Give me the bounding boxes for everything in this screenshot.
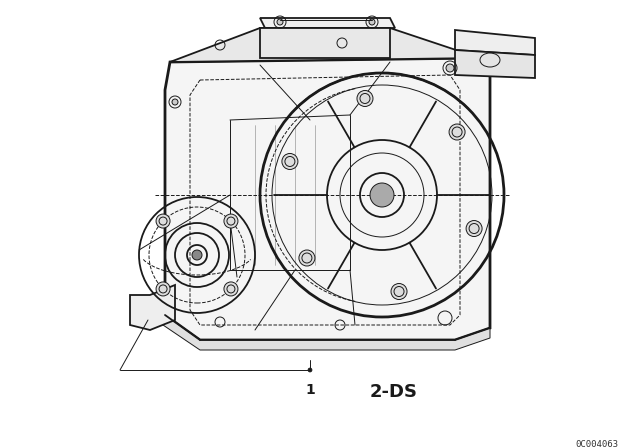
Polygon shape: [260, 18, 395, 28]
Text: 2-DS: 2-DS: [370, 383, 418, 401]
Polygon shape: [130, 285, 175, 330]
Text: 1: 1: [305, 383, 315, 397]
Text: 0C004063: 0C004063: [575, 440, 618, 448]
Circle shape: [224, 282, 238, 296]
Circle shape: [369, 19, 375, 25]
Circle shape: [370, 183, 394, 207]
Circle shape: [308, 368, 312, 372]
Polygon shape: [455, 30, 535, 55]
Polygon shape: [165, 58, 490, 340]
Circle shape: [224, 214, 238, 228]
Circle shape: [277, 19, 283, 25]
Circle shape: [391, 284, 407, 300]
Polygon shape: [163, 315, 490, 350]
Circle shape: [299, 250, 315, 266]
Circle shape: [156, 282, 170, 296]
Circle shape: [192, 250, 202, 260]
Circle shape: [172, 99, 178, 105]
Polygon shape: [455, 50, 535, 78]
Polygon shape: [260, 28, 390, 58]
Circle shape: [156, 214, 170, 228]
Polygon shape: [170, 28, 480, 62]
Circle shape: [357, 90, 373, 107]
Circle shape: [282, 154, 298, 169]
Circle shape: [466, 220, 482, 237]
Polygon shape: [60, 18, 570, 430]
Circle shape: [449, 124, 465, 140]
Circle shape: [446, 64, 454, 72]
